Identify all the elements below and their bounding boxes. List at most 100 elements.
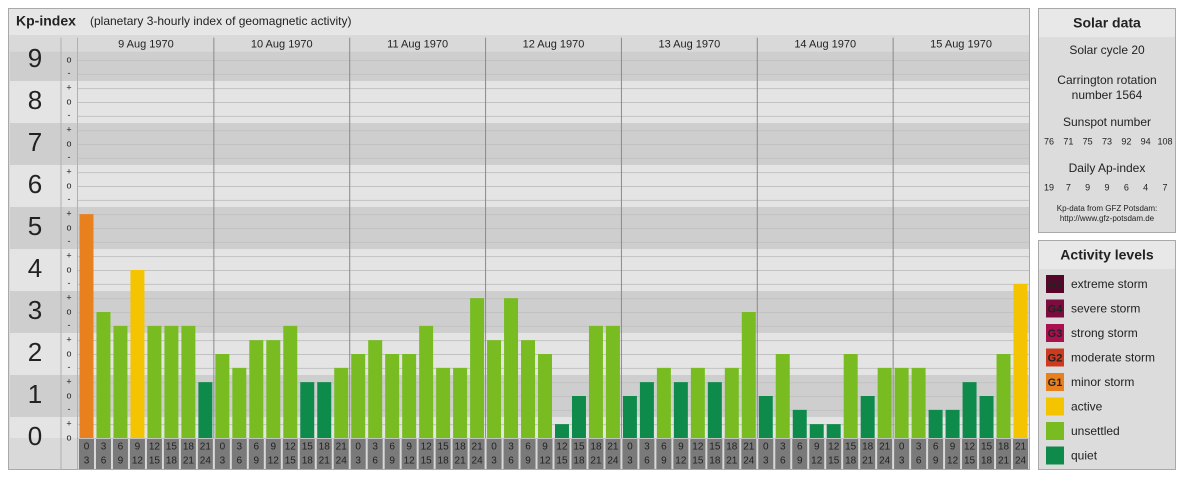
y-minor-tick-label: o [66,306,71,316]
hour-start: 21 [1015,442,1027,453]
bar [860,396,875,438]
hour-end: 24 [879,456,891,467]
hour-start: 18 [590,442,602,453]
hour-end: 6 [644,456,650,467]
hour-end: 3 [84,456,90,467]
y-minor-tick-label: o [66,264,71,274]
bar [792,409,807,438]
y-minor-tick-label: - [68,152,71,162]
hour-box [350,439,366,469]
ap-value: 6 [1124,182,1129,192]
bar [826,424,841,438]
hour-box [435,439,451,469]
hour-end: 3 [627,456,633,467]
hour-box [724,439,740,469]
hour-start: 18 [183,442,195,453]
hour-end: 3 [763,456,769,467]
bar [96,312,111,438]
y-tick-label: 1 [28,379,42,409]
hour-start: 6 [797,442,803,453]
hour-start: 9 [542,442,548,453]
hour-end: 18 [845,456,857,467]
hour-start: 9 [406,442,412,453]
bar [436,367,451,438]
hour-end: 15 [692,456,704,467]
bar [622,396,637,438]
hour-start: 21 [200,442,212,453]
hour-start: 15 [845,442,857,453]
y-minor-tick-label: + [66,251,71,261]
hour-start: 6 [525,442,531,453]
y-tick-label: 8 [28,85,42,115]
bar [215,354,230,438]
hour-end: 18 [981,456,993,467]
hour-end: 12 [947,456,959,467]
bar [113,325,128,438]
hour-start: 12 [421,442,433,453]
sunspot-number: 92 [1121,136,1131,146]
hour-box [860,439,876,469]
hour-end: 6 [101,456,107,467]
legend-badge: G1 [1048,377,1063,389]
bar [368,340,383,438]
hour-start: 0 [899,442,905,453]
hour-start: 12 [964,442,976,453]
hour-start: 12 [556,442,568,453]
hour-start: 21 [879,442,891,453]
hour-box [146,439,162,469]
legend-badge: G5 [1048,279,1063,291]
hour-box [469,439,485,469]
hour-box [571,439,587,469]
hour-start: 12 [285,442,297,453]
legend-swatch [1046,446,1064,465]
bar [385,354,400,438]
hour-start: 9 [814,442,820,453]
hour-end: 15 [421,456,433,467]
bar [300,382,315,438]
hour-box [605,439,621,469]
hour-start: 3 [101,442,107,453]
hour-box [248,439,264,469]
hour-box [979,439,995,469]
bar [588,325,603,438]
bar [232,367,247,438]
legend-swatch [1046,373,1064,391]
hour-start: 12 [692,442,704,453]
bar [894,367,909,438]
hour-box [112,439,128,469]
hour-box [299,439,315,469]
hour-box [792,439,808,469]
hour-box [911,439,927,469]
y-minor-tick-label: o [66,180,71,190]
hour-end: 21 [726,456,738,467]
hour-end: 6 [237,456,243,467]
legend-swatch [1046,324,1064,342]
hour-box [79,439,94,469]
hour-end: 6 [780,456,786,467]
title-bar [9,9,1029,35]
hour-start: 15 [709,442,721,453]
day-label: 13 Aug 1970 [658,39,720,51]
hour-end: 15 [285,456,297,467]
y-tick-label: 4 [28,253,42,283]
hour-box [809,439,825,469]
hour-box [741,439,757,469]
activity-title: Activity levels [1060,247,1154,263]
grid-band [10,51,1029,81]
hour-box [197,439,213,469]
day-label: 9 Aug 1970 [118,39,174,51]
day-label: 15 Aug 1970 [930,39,992,51]
hour-end: 6 [916,456,922,467]
hour-end: 24 [1015,456,1027,467]
legend-label: minor storm [1071,375,1134,389]
chart-title: Kp-index [16,13,76,29]
hour-box [826,439,842,469]
legend-swatch [1046,422,1064,440]
y-minor-tick-label: - [68,236,71,246]
y-minor-tick-label: + [66,335,71,345]
hour-box [316,439,332,469]
hour-box [129,439,145,469]
bar [877,367,892,438]
hour-box [673,439,689,469]
hour-box [843,439,859,469]
